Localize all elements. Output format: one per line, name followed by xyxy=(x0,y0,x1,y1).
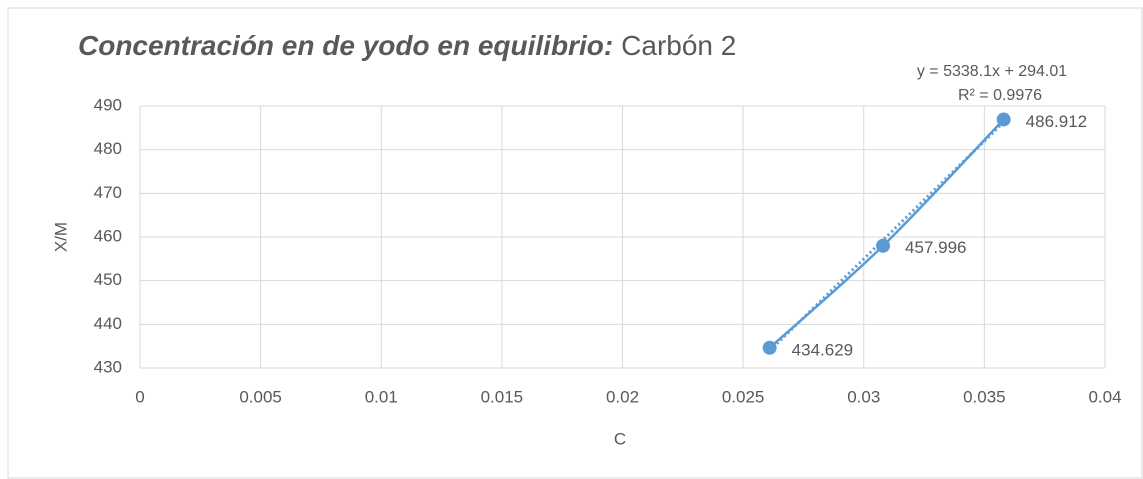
x-tick-label: 0.01 xyxy=(365,387,398,406)
x-tick-label: 0.03 xyxy=(847,387,880,406)
data-label: 486.912 xyxy=(1026,112,1087,131)
y-axis-label: X/M xyxy=(51,222,70,252)
y-tick-label: 440 xyxy=(94,314,122,333)
data-label: 457.996 xyxy=(905,238,966,257)
x-tick-label: 0.02 xyxy=(606,387,639,406)
chart-title: Concentración en de yodo en equilibrio: C… xyxy=(78,30,736,61)
y-tick-label: 470 xyxy=(94,183,122,202)
chart-border xyxy=(7,7,1143,479)
x-tick-label: 0.035 xyxy=(963,387,1006,406)
data-point xyxy=(762,340,777,355)
trendline-r-squared: R² = 0.9976 xyxy=(958,87,1042,104)
trendline-equation: y = 5338.1x + 294.01 xyxy=(917,63,1067,80)
title-text: Carbón 2 xyxy=(621,30,736,61)
y-tick-label: 490 xyxy=(94,95,122,114)
title-emphasis: Concentración en de yodo en equilibrio: xyxy=(78,30,613,61)
x-tick-label: 0 xyxy=(135,387,144,406)
y-tick-label: 480 xyxy=(94,139,122,158)
data-label: 434.629 xyxy=(792,340,853,359)
x-tick-label: 0.04 xyxy=(1088,387,1121,406)
y-tick-label: 450 xyxy=(94,270,122,289)
x-axis-label: C xyxy=(614,429,626,448)
y-tick-label: 430 xyxy=(94,357,122,376)
x-tick-label: 0.005 xyxy=(239,387,282,406)
x-tick-label: 0.015 xyxy=(481,387,524,406)
x-tick-label: 0.025 xyxy=(722,387,765,406)
data-point xyxy=(876,238,891,253)
data-point xyxy=(996,112,1011,127)
y-tick-label: 460 xyxy=(94,226,122,245)
